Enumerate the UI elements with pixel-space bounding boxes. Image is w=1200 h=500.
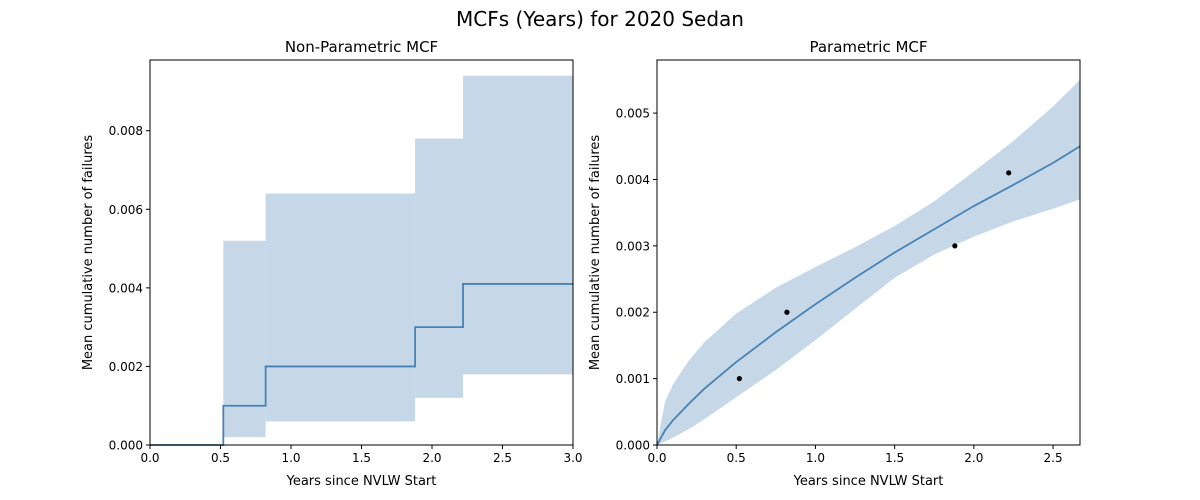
parametric-y-axis-label: Mean cumulative number of failures bbox=[588, 135, 603, 371]
confidence-band-step bbox=[463, 75, 573, 375]
parametric-x-axis-label: Years since NVLW Start bbox=[793, 474, 944, 489]
x-tick-label: 1.5 bbox=[352, 451, 371, 465]
non-parametric-x-axis-label: Years since NVLW Start bbox=[286, 474, 437, 489]
x-tick-label: 1.0 bbox=[281, 451, 300, 465]
x-tick-label: 0.5 bbox=[727, 451, 746, 465]
y-tick-label: 0.004 bbox=[109, 281, 143, 295]
y-tick-label: 0.006 bbox=[109, 203, 143, 217]
mcf-step-line bbox=[150, 283, 573, 446]
x-tick-label: 0.5 bbox=[211, 451, 230, 465]
parametric-marks bbox=[656, 79, 1081, 446]
x-tick-label: 1.0 bbox=[806, 451, 825, 465]
confidence-band-step bbox=[223, 240, 266, 438]
parametric-ticks: 0.0 0.5 1.0 1.5 2.0 2.5 0.000 0.001 0.002 0.003 0.… bbox=[616, 107, 1063, 465]
x-tick-label: 2.0 bbox=[964, 451, 983, 465]
x-tick-label: 0.0 bbox=[647, 451, 666, 465]
y-tick-label: 0.004 bbox=[616, 173, 650, 187]
confidence-band bbox=[657, 79, 1080, 446]
y-tick-label: 0.002 bbox=[616, 306, 650, 320]
x-tick-label: 0.0 bbox=[140, 451, 159, 465]
y-tick-label: 0.005 bbox=[616, 107, 650, 121]
confidence-band-step bbox=[265, 193, 416, 422]
observed-mcf-point bbox=[952, 243, 958, 249]
y-tick-label: 0.000 bbox=[109, 439, 143, 453]
parametric-panel-title: Parametric MCF bbox=[809, 38, 927, 56]
x-tick-label: 2.0 bbox=[422, 451, 441, 465]
y-tick-label: 0.008 bbox=[109, 124, 143, 138]
non-parametric-y-axis-label: Mean cumulative number of failures bbox=[81, 135, 96, 371]
figure-title: MCFs (Years) for 2020 Sedan bbox=[456, 7, 744, 31]
observed-mcf-point bbox=[784, 309, 790, 315]
parametric-plot-frame bbox=[656, 59, 1081, 446]
non-parametric-marks bbox=[150, 75, 573, 446]
observed-mcf-point bbox=[1006, 170, 1012, 176]
x-tick-label: 1.5 bbox=[885, 451, 904, 465]
non-parametric-ticks: 0.0 0.5 1.0 1.5 2.0 2.5 3.0 0.000 0.002 0.004 0.00… bbox=[109, 124, 583, 465]
confidence-band-step bbox=[415, 138, 464, 398]
y-tick-label: 0.000 bbox=[616, 439, 650, 453]
x-tick-label: 3.0 bbox=[563, 451, 582, 465]
non-parametric-mcf-panel: Non-Parametric MCF 0.0 0.5 1.0 1.5 2.0 2.5 3.0… bbox=[81, 38, 583, 489]
non-parametric-plot-frame bbox=[149, 59, 574, 446]
y-tick-label: 0.003 bbox=[616, 239, 650, 253]
x-tick-label: 2.5 bbox=[493, 451, 512, 465]
x-tick-label: 2.5 bbox=[1044, 451, 1063, 465]
observed-mcf-point bbox=[736, 376, 742, 382]
parametric-mcf-panel: Parametric MCF 0.0 0.5 1.0 1.5 2.0 2.50.0000.… bbox=[588, 38, 1081, 489]
y-tick-label: 0.002 bbox=[109, 360, 143, 374]
y-tick-label: 0.001 bbox=[616, 372, 650, 386]
parametric-fit-line bbox=[656, 145, 1081, 446]
non-parametric-panel-title: Non-Parametric MCF bbox=[285, 38, 438, 56]
